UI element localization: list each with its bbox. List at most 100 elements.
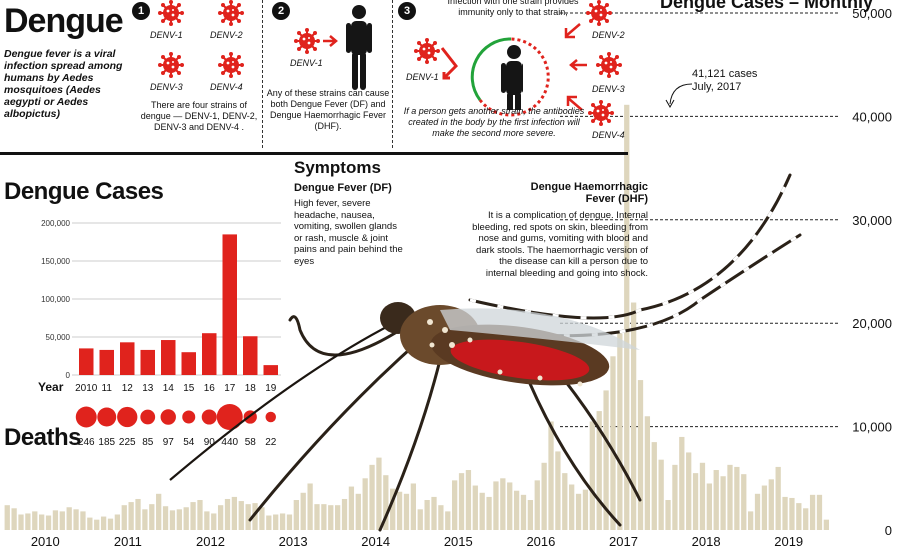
monthly-bar [286, 514, 293, 530]
df-title: Dengue Fever (DF) [294, 182, 392, 194]
monthly-bar [149, 504, 155, 530]
monthly-bar [445, 511, 451, 530]
monthly-bar [273, 514, 279, 530]
yearly-bar [79, 348, 94, 375]
yearly-x-tick: 12 [122, 383, 134, 394]
monthly-bar [720, 476, 726, 530]
yearly-cases-chart: 0 50,000 100,000 150,000 200,000 Year 2010 11 1… [38, 219, 281, 448]
monthly-bar [94, 519, 100, 530]
monthly-bar [135, 498, 141, 530]
monthly-bar [513, 490, 520, 530]
monthly-bar [493, 481, 499, 530]
panel-divider [262, 0, 263, 148]
deaths-label: 185 [98, 437, 115, 448]
deaths-label: 58 [245, 437, 257, 448]
monthly-bar [11, 508, 17, 530]
monthly-bar [348, 486, 355, 530]
monthly-bar [603, 390, 609, 530]
monthly-bar [197, 500, 203, 530]
deaths-label: 97 [163, 437, 175, 448]
yearly-y-tick: 0 [66, 371, 71, 380]
yearly-bar [222, 234, 237, 375]
monthly-bar [403, 493, 410, 530]
yearly-bar [99, 349, 114, 375]
monthly-bar [520, 494, 527, 530]
monthly-bar [100, 516, 107, 530]
strain-panel-2: DENV-1 Any of these strains can cause bo… [264, 0, 392, 150]
monthly-bar [66, 507, 72, 530]
monthly-bar [128, 502, 134, 530]
yearly-bar [120, 342, 135, 375]
monthly-bar [259, 507, 265, 530]
strain-note-3: If a person gets another strain, the ant… [403, 106, 585, 138]
monthly-bar [231, 496, 238, 530]
monthly-bar [314, 504, 320, 530]
monthly-bar [624, 104, 630, 530]
monthly-bar [479, 492, 485, 530]
monthly-bar [369, 464, 375, 530]
peak-value: 41,121 cases [692, 68, 758, 80]
monthly-bar [52, 510, 59, 530]
monthly-bar [617, 333, 623, 530]
monthly-bar [644, 416, 651, 530]
yearly-bar [161, 340, 176, 375]
monthly-bar [410, 483, 416, 530]
deaths-dot [216, 404, 243, 430]
monthly-bar [555, 451, 561, 530]
monthly-bar [452, 480, 458, 530]
step3-strain-label-3: DENV-3 [592, 84, 625, 94]
deaths-label: 85 [142, 437, 154, 448]
yearly-x-tick: 15 [183, 383, 195, 394]
monthly-bar [114, 514, 121, 530]
monthly-bar [548, 421, 554, 530]
dhf-text: It is a complication of dengue. Internal… [472, 210, 648, 279]
yearly-y-tick: 50,000 [46, 333, 71, 342]
yearly-y-tick: 150,000 [41, 257, 70, 266]
monthly-x-tick: 2019 [774, 534, 803, 549]
monthly-bar [809, 494, 816, 530]
yearly-y-tick: 200,000 [41, 219, 70, 228]
monthly-bar [637, 380, 644, 530]
bent-arrow-icon [440, 47, 458, 80]
monthly-bar [761, 485, 768, 530]
monthly-bar [279, 513, 286, 530]
monthly-bar [431, 496, 437, 530]
monthly-bar [589, 421, 595, 530]
monthly-bar [665, 500, 671, 530]
monthly-bar [500, 478, 506, 530]
strain-panel-1: DENV-1 DENV-2 DENV-3 DENV-4 There are fo… [130, 0, 260, 150]
monthly-bar [486, 496, 492, 530]
strain-note-3-top: Infection with one strain provides immun… [447, 0, 579, 17]
deaths-label: 22 [265, 437, 277, 448]
yearly-bar [243, 336, 258, 375]
section-divider [0, 152, 628, 155]
deaths-label: 440 [221, 437, 238, 448]
monthly-bar [727, 464, 733, 530]
strain-label-4: DENV-4 [210, 82, 243, 92]
monthly-bar [741, 474, 747, 530]
yearly-bar [181, 352, 196, 375]
monthly-bar [782, 496, 788, 530]
annotation-arrow [665, 83, 693, 109]
monthly-bar [417, 509, 423, 530]
monthly-bar [362, 478, 368, 530]
monthly-bar [679, 436, 685, 530]
monthly-bar [699, 462, 706, 530]
step3-strain-label-2: DENV-2 [592, 30, 625, 40]
monthly-bar [121, 505, 127, 530]
monthly-x-tick: 2015 [444, 534, 473, 549]
monthly-bar [823, 519, 829, 530]
panel-divider [392, 0, 393, 148]
yearly-x-tick: 11 [102, 383, 113, 394]
monthly-bar [80, 511, 86, 530]
monthly-bar [87, 517, 93, 530]
monthly-bar [390, 488, 396, 530]
monthly-bar [458, 473, 465, 530]
monthly-bar [562, 473, 568, 530]
monthly-bar [706, 483, 712, 530]
page-title: Dengue [4, 2, 124, 40]
yearly-x-tick: 16 [204, 383, 216, 394]
strain-note-1: There are four strains of dengue — DENV-… [140, 100, 258, 132]
monthly-bar [651, 442, 657, 530]
monthly-bar [252, 503, 258, 530]
